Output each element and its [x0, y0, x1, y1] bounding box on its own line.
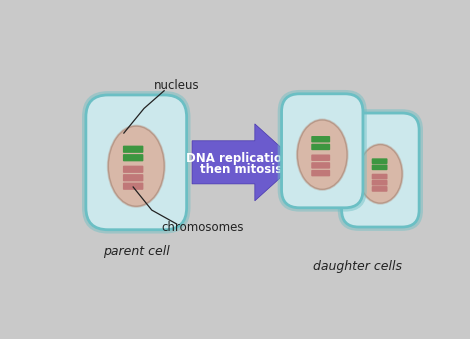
FancyBboxPatch shape [342, 113, 419, 227]
FancyBboxPatch shape [278, 90, 367, 212]
Text: chromosomes: chromosomes [161, 221, 243, 234]
FancyBboxPatch shape [311, 162, 330, 169]
FancyBboxPatch shape [372, 180, 387, 185]
FancyBboxPatch shape [82, 91, 190, 234]
FancyBboxPatch shape [311, 155, 330, 161]
FancyBboxPatch shape [372, 158, 387, 164]
FancyBboxPatch shape [123, 166, 143, 173]
Ellipse shape [298, 120, 347, 189]
Ellipse shape [359, 145, 402, 203]
FancyBboxPatch shape [372, 164, 387, 170]
Polygon shape [192, 124, 298, 201]
Text: DNA replication,: DNA replication, [187, 152, 295, 165]
FancyBboxPatch shape [282, 94, 363, 208]
Ellipse shape [296, 118, 349, 191]
FancyBboxPatch shape [311, 170, 330, 176]
Text: daughter cells: daughter cells [313, 260, 402, 273]
FancyBboxPatch shape [311, 136, 330, 142]
Text: then mitosis: then mitosis [200, 163, 282, 176]
FancyBboxPatch shape [372, 174, 387, 179]
Text: nucleus: nucleus [154, 79, 199, 92]
Ellipse shape [107, 125, 166, 208]
Text: parent cell: parent cell [103, 245, 170, 258]
FancyBboxPatch shape [123, 154, 143, 161]
FancyBboxPatch shape [123, 174, 143, 181]
FancyBboxPatch shape [123, 146, 143, 153]
Ellipse shape [357, 143, 404, 205]
Polygon shape [192, 124, 298, 201]
FancyBboxPatch shape [86, 95, 187, 230]
FancyBboxPatch shape [123, 183, 143, 190]
FancyBboxPatch shape [372, 186, 387, 192]
Ellipse shape [109, 126, 164, 206]
FancyBboxPatch shape [338, 109, 423, 231]
FancyBboxPatch shape [311, 144, 330, 150]
